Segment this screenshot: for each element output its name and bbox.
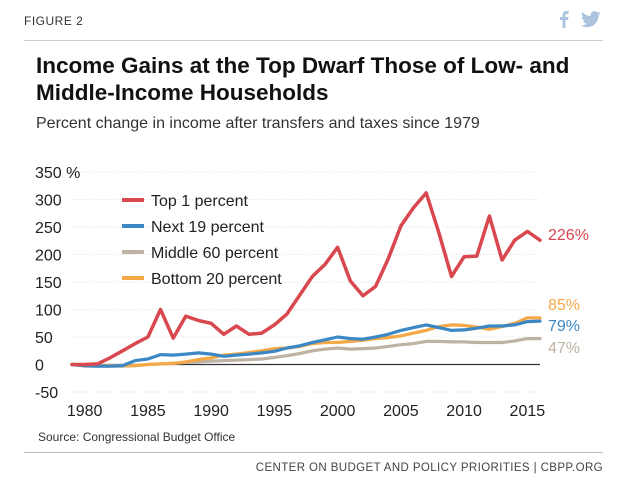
x-tick-label: 2000 bbox=[320, 403, 356, 420]
legend-label: Next 19 percent bbox=[151, 219, 265, 236]
chart-subtitle: Percent change in income after transfers… bbox=[36, 115, 480, 132]
x-tick-label: 2005 bbox=[383, 403, 419, 420]
social-share bbox=[559, 10, 601, 33]
line-chart: -50 0 50 100 150 200 250 300 350 % 1980 1985 1990 19… bbox=[35, 165, 589, 420]
y-tick-label: 250 bbox=[35, 220, 62, 237]
x-tick-label: 2015 bbox=[510, 403, 546, 420]
x-tick-label: 1990 bbox=[193, 403, 229, 420]
x-tick-label: 1995 bbox=[257, 403, 293, 420]
x-tick-label: 1985 bbox=[130, 403, 166, 420]
series-end-label: 47% bbox=[548, 340, 580, 357]
chart-title: Income Gains at the Top Dwarf Those of L… bbox=[36, 53, 570, 105]
y-tick-label: 0 bbox=[35, 358, 44, 375]
y-tick-label: 350 % bbox=[35, 165, 80, 182]
y-tick-label: 300 bbox=[35, 193, 62, 210]
footer-divider bbox=[24, 452, 603, 453]
legend-label: Middle 60 percent bbox=[151, 245, 279, 262]
facebook-icon[interactable] bbox=[559, 10, 569, 33]
figure-label: FIGURE 2 bbox=[24, 14, 84, 28]
header-divider bbox=[24, 40, 603, 41]
legend: Top 1 percent Next 19 percent Middle 60 pe… bbox=[122, 193, 282, 288]
y-tick-label: -50 bbox=[35, 385, 58, 402]
y-tick-label: 200 bbox=[35, 248, 62, 265]
legend-label: Bottom 20 percent bbox=[151, 271, 282, 288]
y-tick-label: 50 bbox=[35, 330, 53, 347]
series-end-label: 79% bbox=[548, 318, 580, 335]
series-line-1 bbox=[70, 191, 542, 367]
y-tick-label: 100 bbox=[35, 303, 62, 320]
twitter-icon[interactable] bbox=[580, 10, 601, 33]
x-tick-label: 2010 bbox=[446, 403, 482, 420]
legend-label: Top 1 percent bbox=[151, 193, 249, 210]
series-line-2 bbox=[70, 319, 542, 368]
source-note: Source: Congressional Budget Office bbox=[38, 430, 236, 444]
footer-credit: CENTER ON BUDGET AND POLICY PRIORITIES |… bbox=[255, 462, 603, 474]
series-end-label: 226% bbox=[548, 227, 589, 244]
y-tick-label: 150 bbox=[35, 275, 62, 292]
series-end-label: 85% bbox=[548, 297, 580, 314]
x-tick-label: 1980 bbox=[67, 403, 103, 420]
